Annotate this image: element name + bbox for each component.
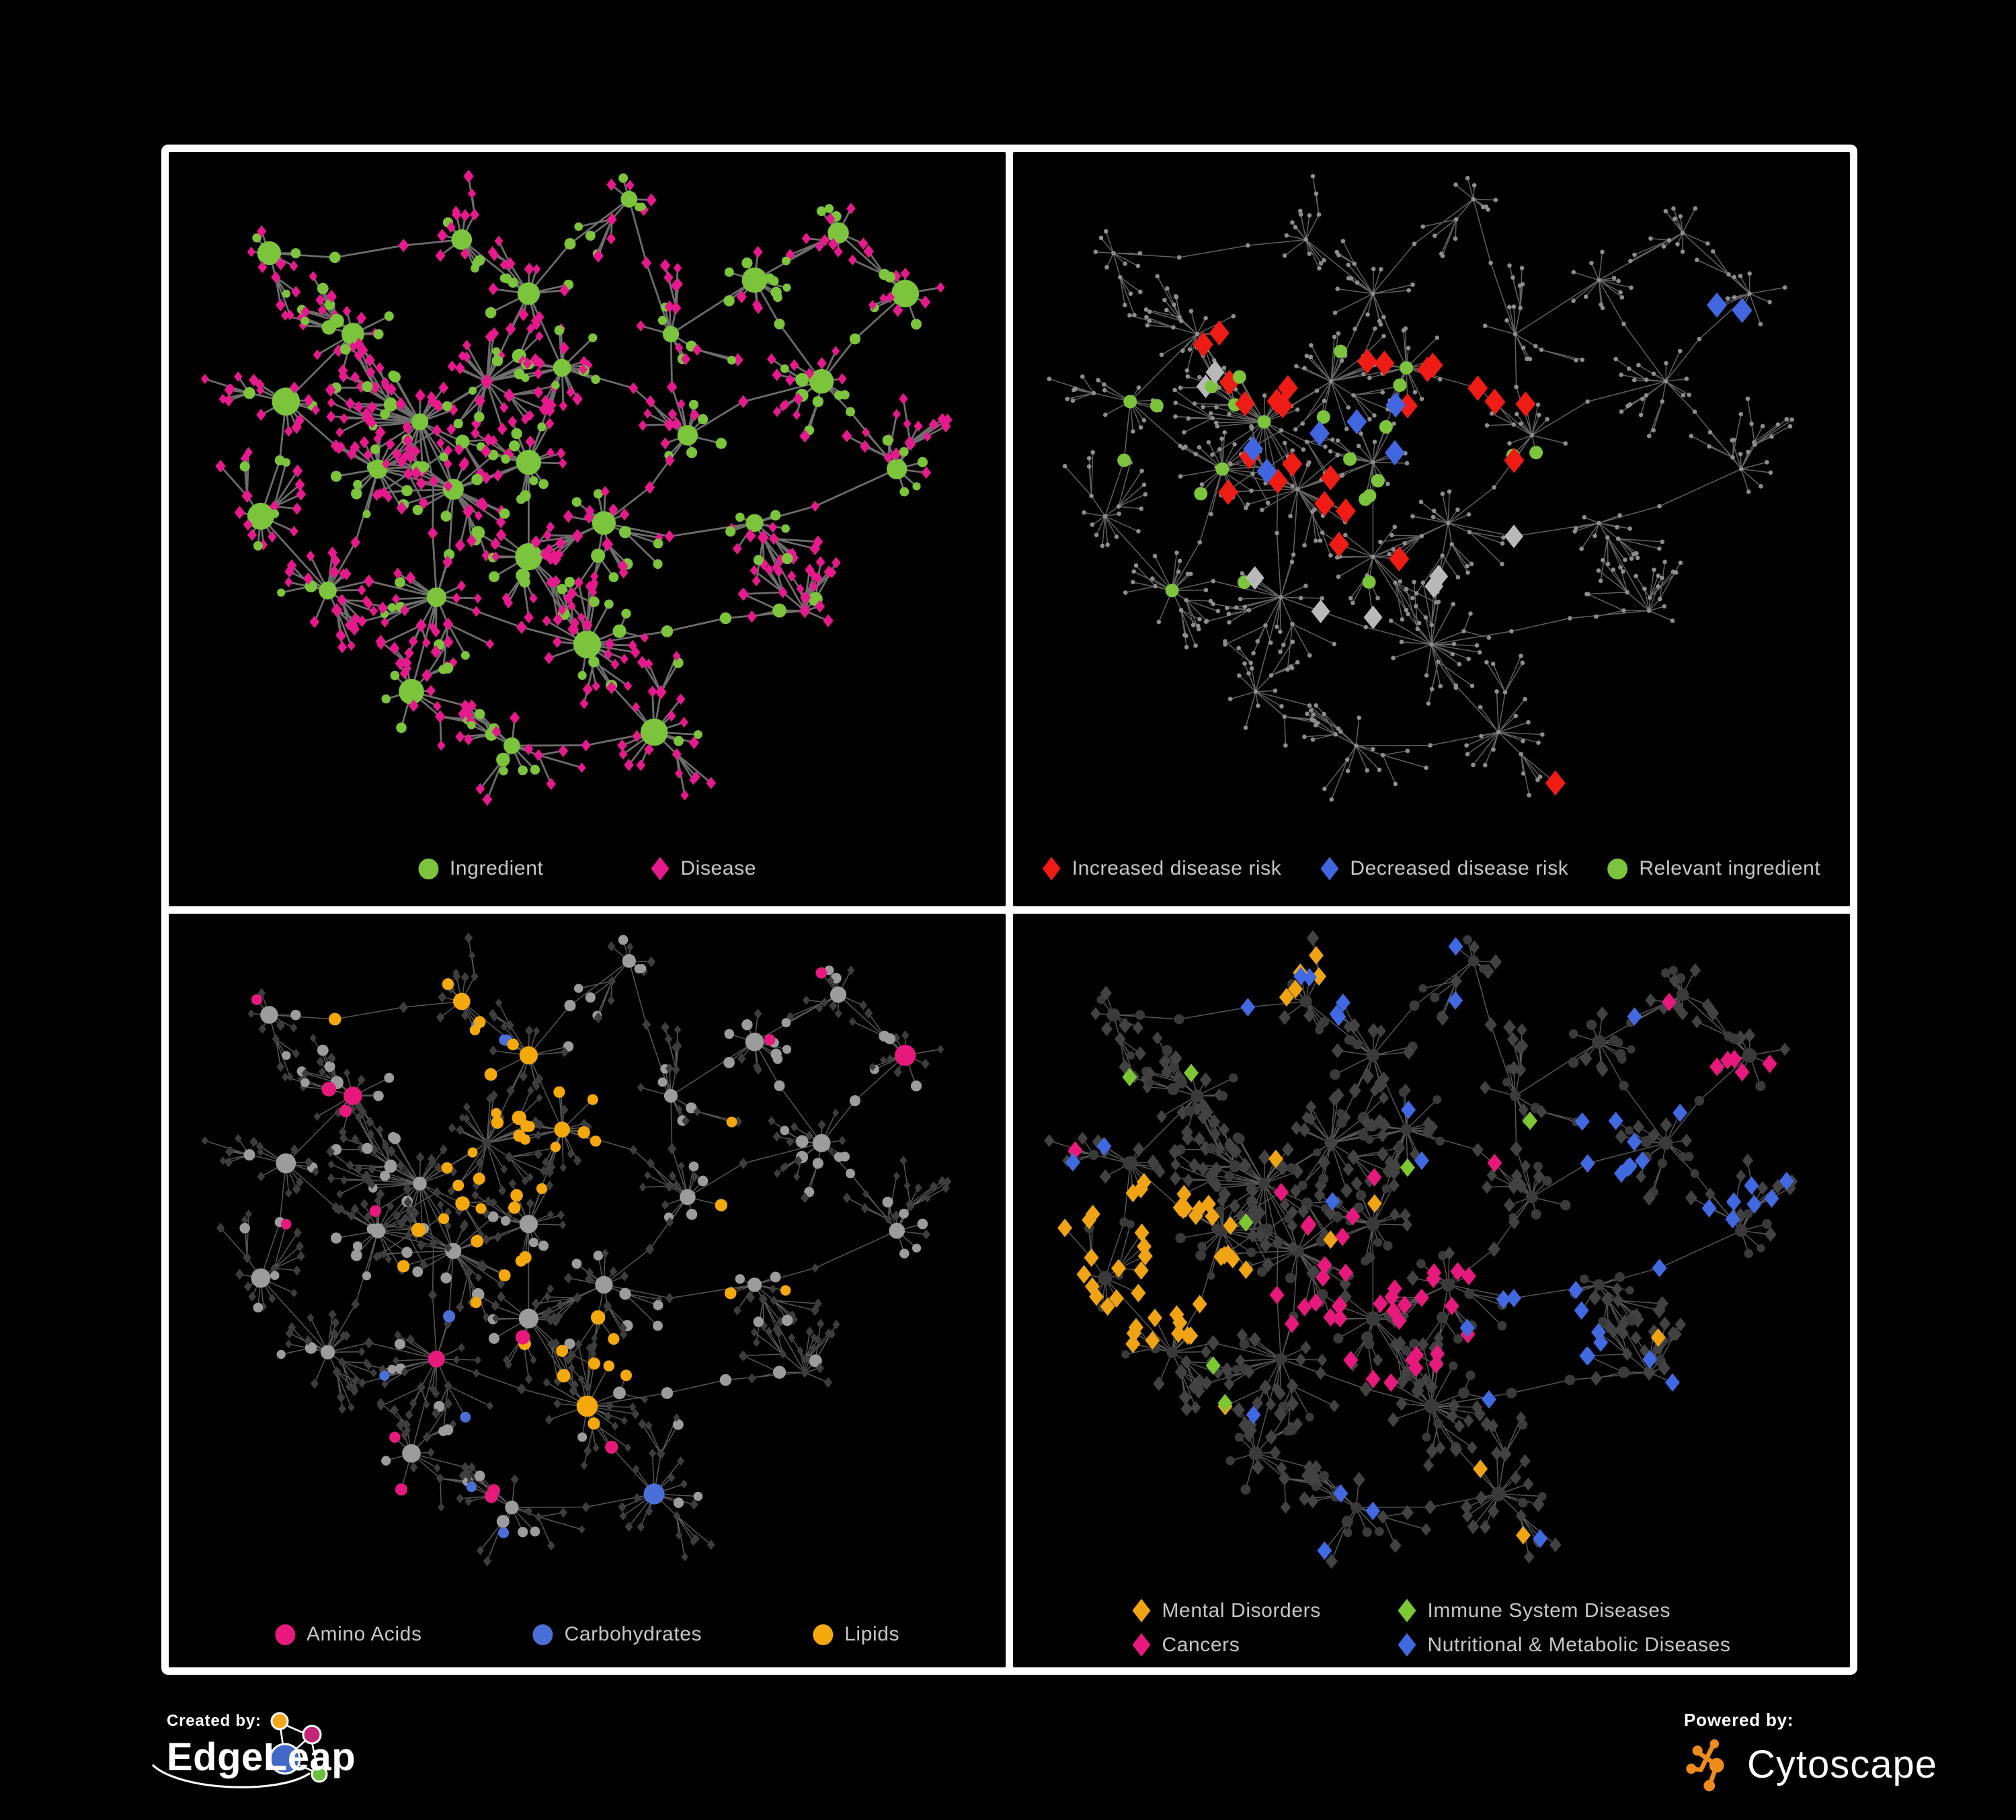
disease-risk-network-graph (1047, 173, 1794, 802)
disease-categories-network-graph (1044, 929, 1798, 1569)
legend-item-decreased-risk: Decreased disease risk (1320, 857, 1568, 881)
panel-ingredients-diseases: Ingredient Disease (169, 152, 1006, 906)
legend-item-lipids: Lipids (813, 1623, 899, 1646)
decreased-risk-diamond-icon (1320, 857, 1339, 881)
relevant-ingredient-circle-icon (1607, 858, 1628, 879)
nutrient-classes-network-graph (201, 932, 952, 1567)
legend-ingredients-diseases: Ingredient Disease (417, 857, 756, 881)
amino-acids-circle-icon (274, 1624, 295, 1645)
legend-item-nutritional-metabolic: Nutritional & Metabolic Diseases (1398, 1633, 1730, 1657)
legend-item-relevant-ingredient: Relevant ingredient (1607, 857, 1820, 880)
legend-disease-categories: Mental Disorders Immune System Diseases … (1132, 1599, 1730, 1657)
powered-by-label: Powered by: (1684, 1710, 1794, 1730)
legend-nutrient-classes: Amino Acids Carbohydrates Lipids (274, 1623, 899, 1646)
legend-item-carbohydrates: Carbohydrates (532, 1623, 702, 1646)
legend-item-ingredient: Ingredient (417, 857, 544, 880)
ingredients-diseases-network-graph (200, 169, 953, 806)
legend-label-amino-acids: Amino Acids (306, 1623, 422, 1645)
disease-diamond-icon (651, 857, 670, 881)
legend-item-amino-acids: Amino Acids (274, 1623, 422, 1646)
legend-label-carbohydrates: Carbohydrates (564, 1623, 702, 1645)
mental-disorders-diamond-icon (1132, 1599, 1151, 1622)
legend-disease-risk: Increased disease risk Decreased disease… (1042, 857, 1821, 881)
panel-nutrient-classes: Amino Acids Carbohydrates Lipids (169, 913, 1006, 1667)
legend-label-increased-risk: Increased disease risk (1072, 857, 1282, 879)
legend-label-relevant-ingredient: Relevant ingredient (1639, 857, 1821, 879)
legend-label-decreased-risk: Decreased disease risk (1350, 857, 1569, 879)
edgeleap-wordmark: EdgeLeap (167, 1735, 356, 1779)
legend-item-increased-risk: Increased disease risk (1042, 857, 1282, 881)
legend-label-mental-disorders: Mental Disorders (1162, 1599, 1321, 1622)
panel-disease-categories: Mental Disorders Immune System Diseases … (1013, 913, 1850, 1667)
cancers-diamond-icon (1132, 1633, 1151, 1657)
panel-disease-risk: Increased disease risk Decreased disease… (1013, 152, 1850, 906)
legend-label-nutritional-metabolic: Nutritional & Metabolic Diseases (1427, 1633, 1731, 1656)
legend-label-lipids: Lipids (844, 1623, 900, 1645)
edgeleap-credit: Created by: EdgeLeap (152, 1712, 543, 1788)
cytoscape-credit: Powered by: Cytoscape (1684, 1710, 1937, 1792)
lipids-circle-icon (813, 1624, 834, 1645)
increased-risk-diamond-icon (1042, 857, 1061, 881)
legend-label-disease: Disease (680, 857, 757, 879)
legend-item-disease: Disease (651, 857, 756, 881)
legend-label-ingredient: Ingredient (449, 857, 544, 879)
created-by-label: Created by: (167, 1712, 261, 1730)
legend-item-immune-diseases: Immune System Diseases (1398, 1599, 1730, 1622)
panel-grid: Ingredient Disease Increased disease ris… (161, 145, 1857, 1675)
cytoscape-logo-icon (1686, 1739, 1724, 1792)
edgeleap-brand: EdgeLeap (152, 1712, 543, 1788)
legend-item-mental-disorders: Mental Disorders (1132, 1599, 1398, 1622)
edgeleap-logo-icon (152, 1712, 328, 1788)
cytoscape-wordmark: Cytoscape (1747, 1742, 1938, 1786)
carbohydrates-circle-icon (532, 1624, 553, 1645)
immune-diseases-diamond-icon (1398, 1599, 1416, 1622)
cytoscape-brand: Cytoscape (1684, 1736, 1937, 1792)
ingredient-circle-icon (417, 858, 438, 879)
legend-item-cancers: Cancers (1132, 1633, 1398, 1657)
legend-label-immune-diseases: Immune System Diseases (1427, 1599, 1671, 1622)
nutritional-metabolic-diamond-icon (1398, 1633, 1416, 1657)
legend-label-cancers: Cancers (1162, 1633, 1240, 1656)
